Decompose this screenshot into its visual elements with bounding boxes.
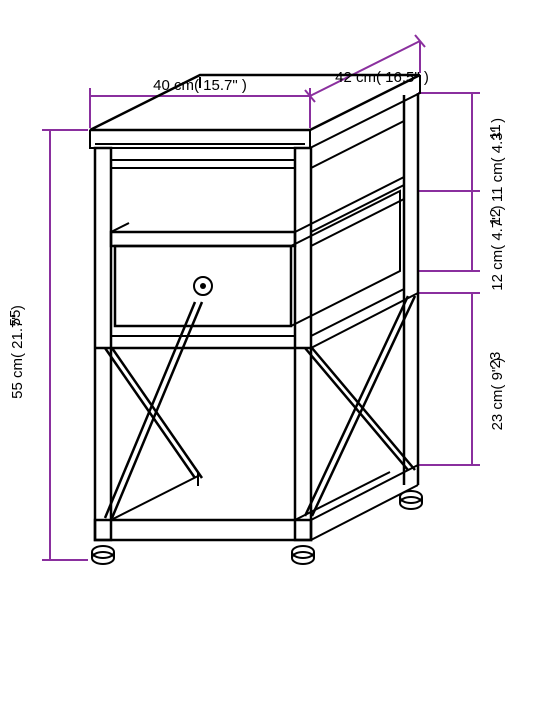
x-brace-left bbox=[105, 302, 202, 518]
dim-depth: 42 cm( 16.5" ) bbox=[305, 35, 429, 102]
dim-drawer-h: 12 12 cm( 4.7" ) bbox=[418, 191, 506, 291]
dim-bottom-gap: 23 23 cm( 9" ) bbox=[418, 293, 506, 465]
dim-bottom-gap-label: 23 cm( 9" ) bbox=[489, 358, 506, 431]
furniture-dimension-diagram: 40 cm( 15.7" ) 42 cm( 16.5" ) 55 55 cm( … bbox=[0, 0, 540, 720]
x-brace-right bbox=[305, 296, 415, 516]
dim-height-label: 55 cm( 21.7" ) bbox=[9, 305, 26, 399]
dim-drawer-h-label: 12 cm( 4.7" ) bbox=[489, 205, 506, 290]
nightstand-drawing bbox=[90, 75, 422, 564]
dim-top-gap-label: 11 cm( 4.3" ) bbox=[489, 118, 506, 202]
feet bbox=[92, 491, 422, 564]
dim-height: 55 55 cm( 21.7" ) bbox=[7, 130, 88, 560]
dim-top-gap: 11 11 cm( 4.3" ) bbox=[418, 93, 506, 202]
